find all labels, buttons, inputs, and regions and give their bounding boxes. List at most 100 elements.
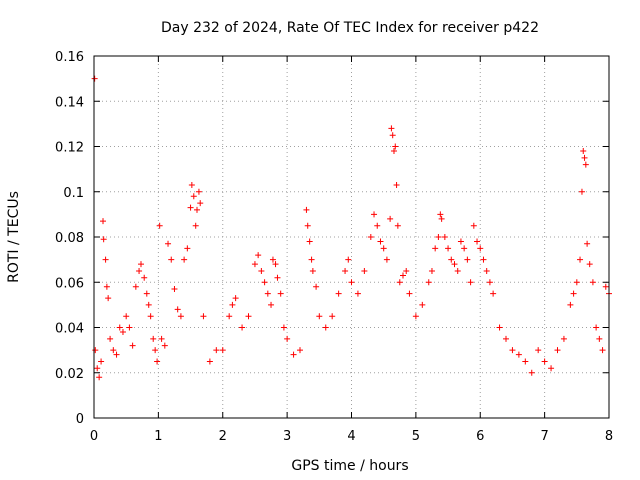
data-point <box>445 245 452 252</box>
data-point <box>599 347 606 354</box>
data-point <box>528 369 535 376</box>
y-tick-label: 0.1 <box>63 186 84 201</box>
data-point <box>107 335 114 342</box>
data-point <box>100 236 107 243</box>
x-tick-label: 4 <box>347 429 355 444</box>
data-point <box>132 283 139 290</box>
data-point <box>348 279 355 286</box>
data-point <box>150 335 157 342</box>
x-tick-label: 0 <box>90 429 98 444</box>
data-point <box>602 283 609 290</box>
chart-title: Day 232 of 2024, Rate Of TEC Index for r… <box>161 20 539 36</box>
data-point <box>367 234 374 240</box>
y-tick-label: 0.14 <box>55 95 84 110</box>
data-point <box>119 329 126 336</box>
y-tick-label: 0.02 <box>55 367 84 382</box>
y-tick-label: 0.16 <box>55 50 84 65</box>
data-point <box>261 279 268 286</box>
x-tick-label: 7 <box>540 429 548 444</box>
data-point <box>586 261 593 268</box>
data-point <box>137 261 144 268</box>
data-point <box>580 148 587 155</box>
data-point <box>269 256 276 263</box>
data-point <box>184 245 191 252</box>
data-point <box>194 206 200 213</box>
grid <box>94 56 609 418</box>
data-point <box>277 290 284 297</box>
data-point <box>113 351 120 358</box>
data-point <box>457 238 464 245</box>
data-point <box>105 295 112 302</box>
data-point <box>308 256 315 263</box>
data-point <box>91 75 98 82</box>
data-point <box>437 211 444 218</box>
data-point <box>96 374 103 381</box>
data-point <box>515 351 522 358</box>
y-tick-label: 0.04 <box>55 322 84 337</box>
data-point <box>403 267 410 274</box>
data-point <box>188 181 195 188</box>
data-point <box>412 313 419 320</box>
data-point <box>464 256 471 263</box>
data-point <box>290 351 297 358</box>
data-point <box>387 215 394 222</box>
data-point <box>110 347 117 354</box>
data-point <box>304 222 311 229</box>
data-point <box>581 154 588 161</box>
data-point <box>141 274 148 281</box>
data-point <box>577 256 584 263</box>
data-point <box>548 365 555 372</box>
data-point <box>371 211 378 218</box>
data-point <box>136 267 143 274</box>
data-point <box>174 306 181 313</box>
data-point <box>177 313 184 320</box>
data-point <box>284 335 291 342</box>
data-point <box>435 234 442 240</box>
data-point <box>316 313 323 320</box>
data-point <box>486 279 493 286</box>
x-tick-label: 2 <box>219 429 227 444</box>
data-point <box>197 200 204 207</box>
data-point <box>272 261 279 268</box>
data-point <box>480 256 487 263</box>
data-point <box>477 245 484 252</box>
data-point <box>483 267 490 274</box>
data-point <box>103 283 110 290</box>
data-point <box>567 301 574 308</box>
data-point <box>192 222 199 229</box>
data-point <box>425 279 432 286</box>
data-point <box>503 335 509 342</box>
data-point <box>255 252 262 259</box>
data-point <box>467 279 474 286</box>
data-point <box>147 313 154 320</box>
data-point <box>309 267 316 274</box>
data-point <box>451 261 458 268</box>
y-tick-label: 0.08 <box>55 231 84 246</box>
data-point <box>554 347 561 354</box>
data-point <box>251 261 258 268</box>
x-tick-label: 6 <box>476 429 484 444</box>
y-tick-label: 0 <box>76 412 84 427</box>
data-point <box>195 188 202 195</box>
data-point <box>570 290 577 297</box>
x-axis-label: GPS time / hours <box>291 458 408 474</box>
data-point <box>258 267 265 274</box>
data-point <box>102 256 109 263</box>
data-point <box>187 204 194 211</box>
data-point <box>377 238 384 245</box>
data-point <box>297 347 303 354</box>
x-tick-label: 3 <box>283 429 291 444</box>
data-point <box>92 347 99 354</box>
data-point <box>143 290 150 297</box>
y-axis-label: ROTI / TECUs <box>6 191 22 283</box>
data-point <box>374 222 381 229</box>
data-point <box>306 238 313 245</box>
data-point <box>392 143 399 150</box>
data-point <box>181 256 188 263</box>
data-point <box>461 245 468 252</box>
data-point <box>232 295 239 302</box>
data-point <box>390 148 397 155</box>
data-point <box>322 324 329 331</box>
data-point <box>274 274 281 281</box>
